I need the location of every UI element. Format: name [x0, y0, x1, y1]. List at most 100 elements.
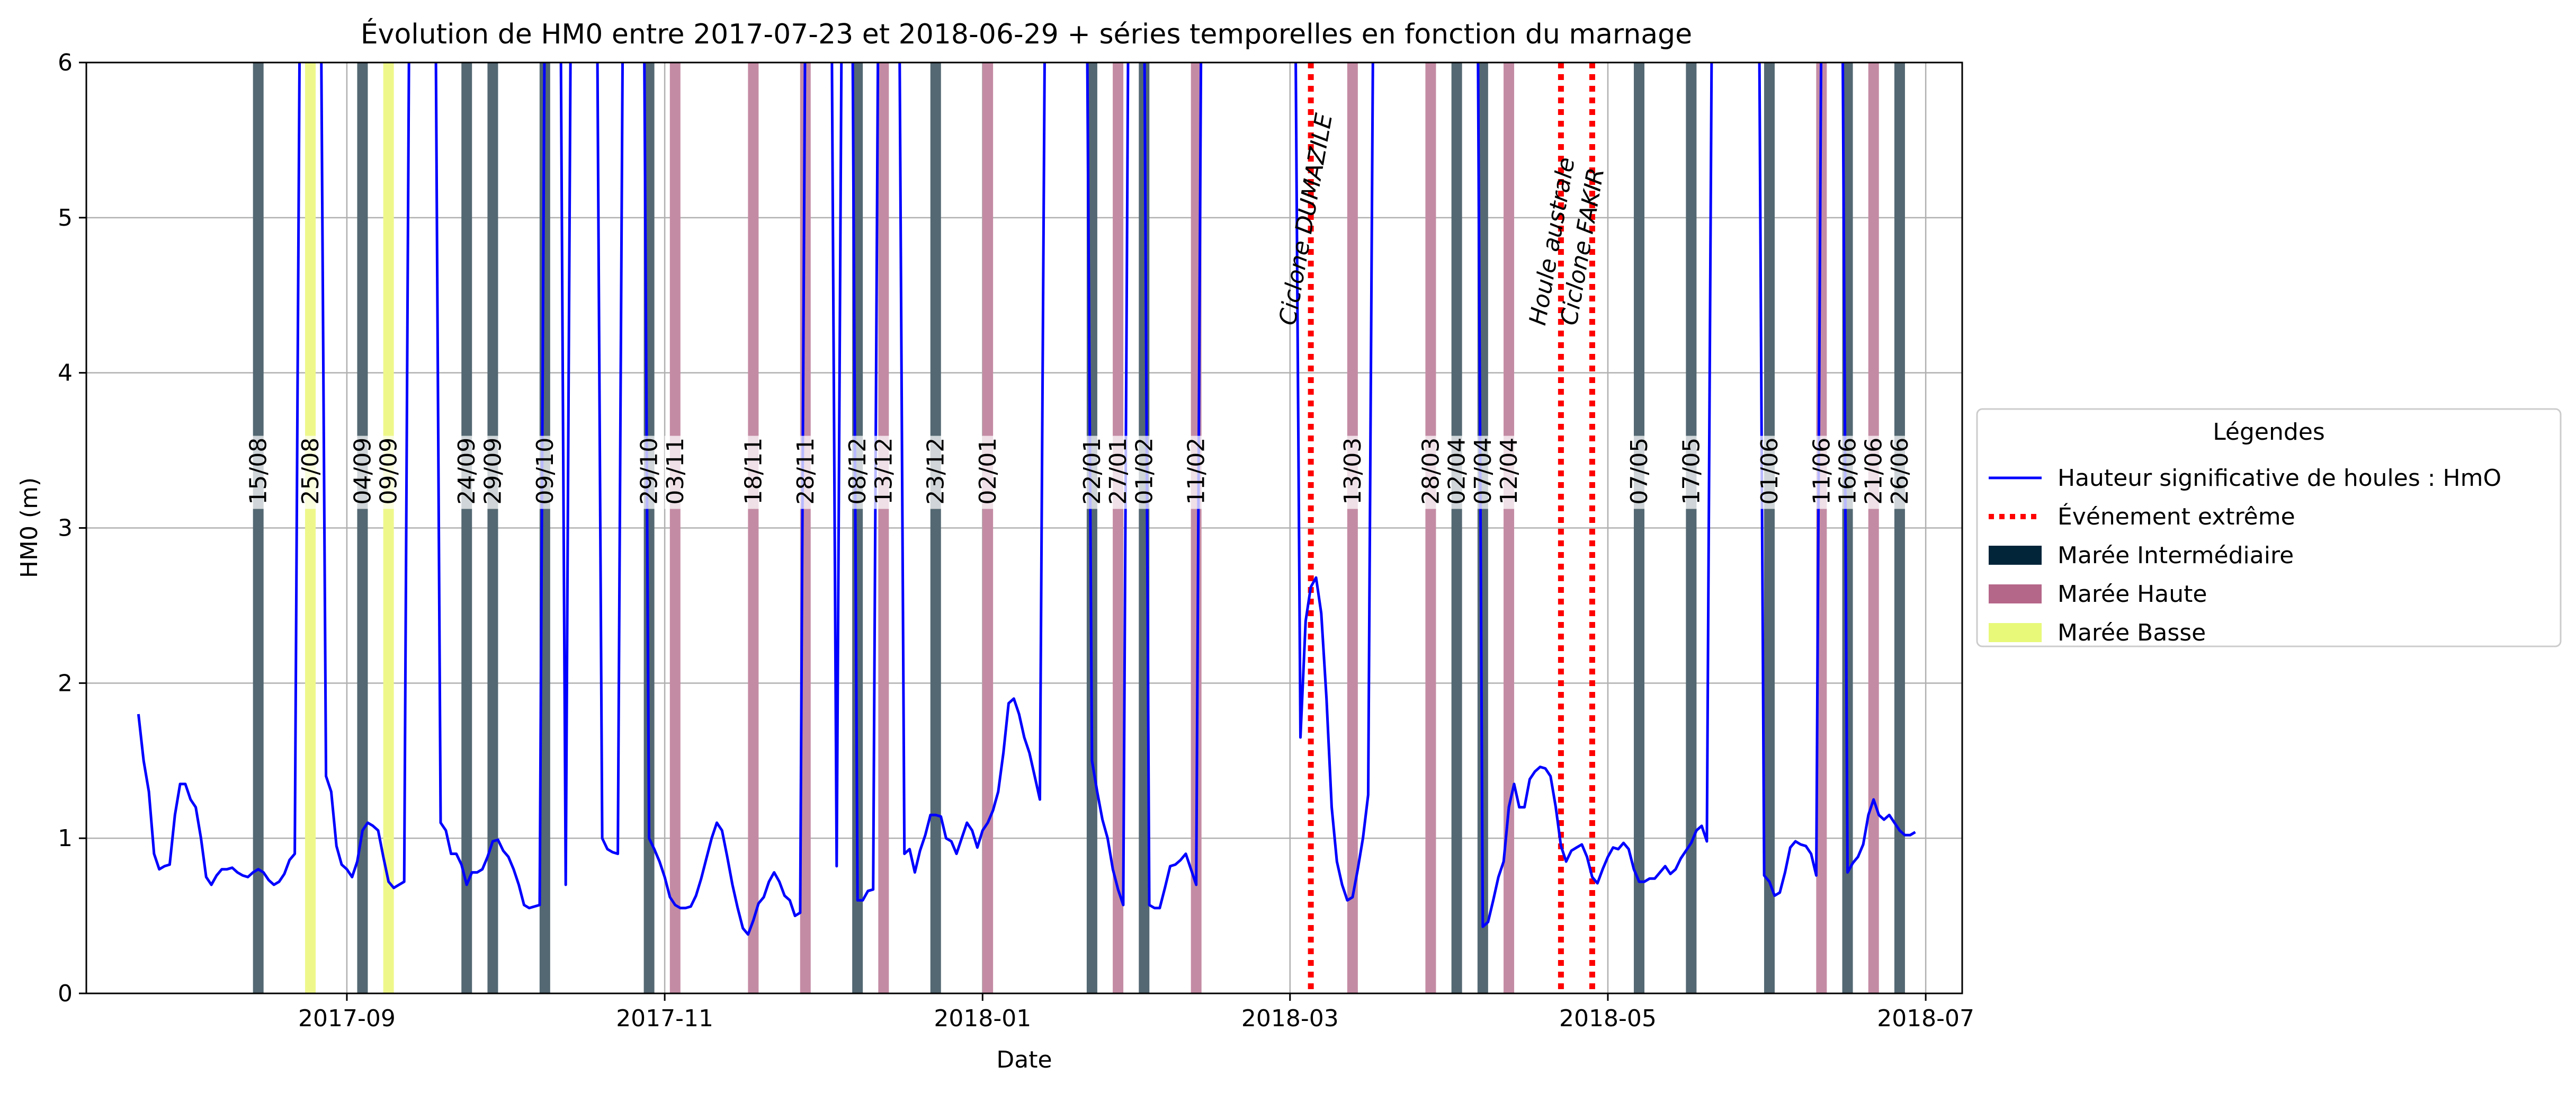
- tide-label-bg: [482, 436, 504, 509]
- tide-band-haute: [1425, 63, 1436, 993]
- y-axis-label: HM0 (m): [16, 477, 43, 578]
- tide-label-bg: [925, 436, 946, 509]
- tide-label-bg: [847, 436, 869, 509]
- hm0-line-segment: [830, 63, 843, 868]
- tide-label-bg: [247, 436, 269, 509]
- tide-marker-label-group: 21/06: [1861, 436, 1888, 509]
- tide-band-intermediaire: [357, 63, 368, 993]
- tide-marker-label-group: 24/09: [453, 436, 480, 509]
- tide-marker-label-group: 29/10: [636, 436, 663, 509]
- tide-marker-label-group: 13/12: [870, 436, 897, 509]
- tide-marker-label-group: 02/01: [974, 436, 1001, 509]
- tide-band-haute: [878, 63, 889, 993]
- tide-marker-label: 01/02: [1131, 438, 1158, 505]
- legend-title: Légendes: [2213, 419, 2325, 446]
- legend-box: [1976, 408, 2562, 647]
- x-axis: 2017-09 2017-11 2018-01 2018-03 2018-05 2018-…: [298, 993, 1974, 1032]
- legend-swatch-patch: [1989, 546, 2042, 565]
- hm0-line-segment: [1294, 63, 1374, 902]
- tide-marker-label-group: 11/02: [1183, 436, 1210, 509]
- y-tick-label: 2: [58, 670, 73, 697]
- tide-label-bg: [1498, 436, 1520, 509]
- hm0-line-segment: [1841, 63, 1916, 874]
- tide-marker-label-group: 28/03: [1417, 436, 1444, 509]
- x-tick-label: 2018-03: [1241, 1005, 1339, 1032]
- tide-marker-label: 29/09: [479, 438, 506, 505]
- tide-marker-label: 18/11: [740, 438, 767, 505]
- tide-marker-label-group: 09/09: [375, 436, 402, 509]
- tide-marker-label-group: 28/11: [792, 436, 819, 509]
- hm0-line-segment: [898, 63, 1046, 874]
- x-tick-label: 2018-05: [1559, 1005, 1657, 1032]
- tide-band-haute: [1113, 63, 1124, 993]
- hm0-line-segment: [1758, 63, 1823, 897]
- tide-label-bg: [1889, 436, 1910, 509]
- tide-marker-label: 08/12: [844, 438, 871, 505]
- tide-marker-label-group: 22/01: [1079, 436, 1106, 509]
- tide-marker-label: 12/04: [1496, 438, 1523, 505]
- tide-marker-label-group: 26/06: [1886, 436, 1913, 509]
- tide-label-bg: [638, 436, 660, 509]
- tide-band-intermediaire: [1764, 63, 1775, 993]
- tide-label-bg: [300, 436, 321, 509]
- tide-label-bg: [1341, 436, 1363, 509]
- hm0-line-segment: [559, 63, 572, 886]
- tide-marker-label: 28/11: [792, 438, 819, 505]
- tide-marker-label: 29/10: [636, 438, 663, 505]
- tide-marker-label-group: 03/11: [662, 436, 689, 509]
- tide-marker-label-group: 13/03: [1339, 436, 1366, 509]
- tide-band-intermediaire: [1451, 63, 1462, 993]
- tide-marker-label-group: 16/06: [1835, 436, 1862, 509]
- tide-label-bg: [1420, 436, 1442, 509]
- tide-marker-label: 07/05: [1626, 438, 1653, 505]
- tide-band-haute: [1504, 63, 1515, 993]
- tide-label-bg: [743, 436, 764, 509]
- tide-label-bg: [1863, 436, 1884, 509]
- tide-marker-label-group: 29/09: [479, 436, 506, 509]
- tide-marker-label-group: 12/04: [1496, 436, 1523, 509]
- tide-label-bg: [1837, 436, 1858, 509]
- tide-marker-label: 13/03: [1339, 438, 1366, 505]
- tide-label-bg: [977, 436, 999, 509]
- tide-band-haute: [982, 63, 994, 993]
- tide-band-intermediaire: [930, 63, 941, 993]
- tide-marker-label-group: 18/11: [740, 436, 767, 509]
- y-tick-label: 6: [58, 49, 73, 76]
- tide-marker-label-group: 27/01: [1105, 436, 1132, 509]
- tide-marker-label-group: 11/06: [1808, 436, 1835, 509]
- tide-band-intermediaire: [1686, 63, 1697, 993]
- tide-marker-label: 22/01: [1079, 438, 1106, 505]
- hm0-line-segment: [434, 63, 546, 910]
- chart-title: Évolution de HM0 entre 2017-07-23 et 201…: [361, 18, 1692, 50]
- tide-marker-label-group: 07/05: [1626, 436, 1653, 509]
- x-tick-label: 2018-01: [934, 1005, 1031, 1032]
- tide-marker-label: 15/08: [245, 438, 272, 505]
- hm0-line-segment: [1143, 63, 1203, 910]
- y-tick-label: 3: [58, 515, 73, 542]
- tide-band-haute: [1868, 63, 1879, 993]
- tide-label-bg: [664, 436, 686, 509]
- tide-label-bg: [378, 436, 399, 509]
- legend-entry-label: Marée Haute: [2058, 581, 2207, 608]
- tide-marker-label-group: 07/04: [1470, 436, 1497, 509]
- tide-label-bg: [1628, 436, 1650, 509]
- tide-band-intermediaire: [1894, 63, 1905, 993]
- tide-label-bg: [1081, 436, 1103, 509]
- tide-marker-label-group: 04/09: [349, 436, 376, 509]
- legend-entry-label: Hauteur significative de houles : HmO: [2058, 465, 2501, 492]
- tide-marker-label: 11/06: [1808, 438, 1835, 505]
- tide-marker-label: 11/02: [1183, 438, 1210, 505]
- hm0-line-segment: [1086, 63, 1130, 907]
- y-tick-label: 4: [58, 360, 73, 387]
- tide-marker-label: 02/01: [974, 438, 1001, 505]
- tide-band-intermediaire: [487, 63, 498, 993]
- hm0-line-segment: [596, 63, 624, 855]
- tide-band-haute: [1347, 63, 1358, 993]
- y-axis: 0 1 2 3 4 5 6: [58, 49, 86, 1007]
- tide-marker-label: 03/11: [662, 438, 689, 505]
- tide-marker-label: 09/09: [375, 438, 402, 505]
- tide-marker-label-group: 01/06: [1756, 436, 1783, 509]
- legend: Légendes Hauteur significative de houles…: [1976, 408, 2562, 647]
